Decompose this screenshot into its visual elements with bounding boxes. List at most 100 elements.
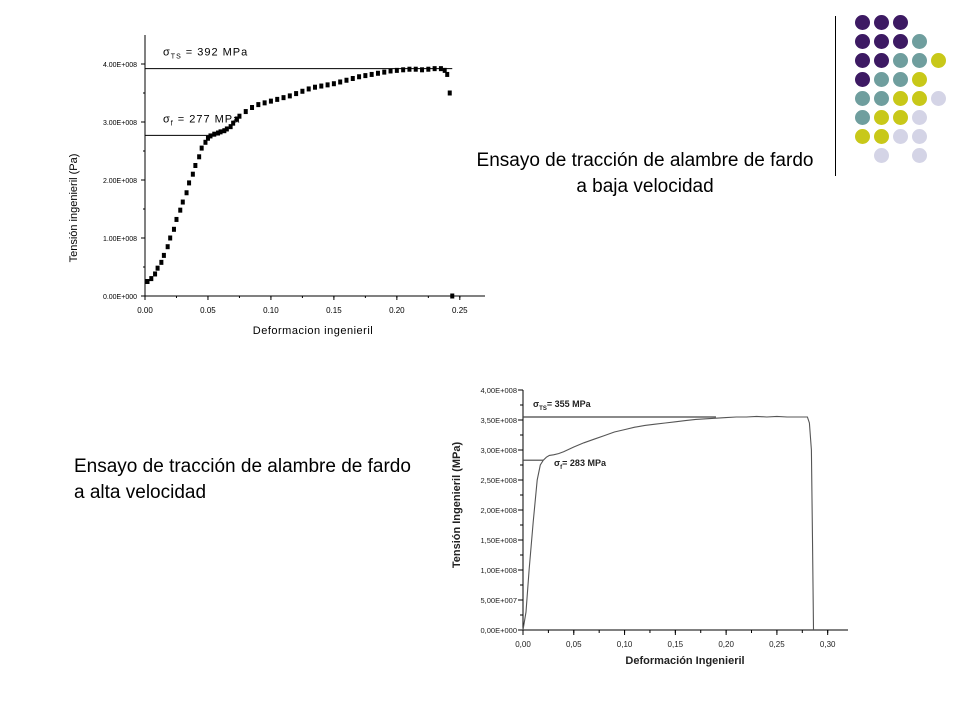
low-speed-x-tick-label: 0.25 — [452, 306, 468, 315]
decorative-dot — [874, 34, 889, 49]
low-speed-data-point — [228, 124, 233, 130]
low-speed-x-tick-label: 0.20 — [389, 306, 405, 315]
low-speed-data-point — [218, 129, 223, 135]
high-speed-x-tick-label: 0,15 — [668, 640, 684, 649]
low-speed-data-point — [420, 67, 425, 73]
low-speed-data-point — [445, 71, 450, 77]
decorative-dot — [912, 91, 927, 106]
low-speed-x-axis-label: Deformacion ingenieril — [253, 325, 373, 337]
low-speed-data-point — [325, 82, 330, 88]
low-speed-data-point — [447, 90, 452, 96]
low-speed-axes: 0.00 0.05 0.10 0.15 0.20 0.25 0.00E+000 1.00E+0… — [103, 35, 485, 315]
low-speed-points — [145, 66, 455, 299]
low-speed-y-tick-label: 3.00E+008 — [103, 120, 137, 127]
low-speed-annotation-label: σf = 277 MPa — [163, 113, 240, 127]
decorative-dot — [893, 72, 908, 87]
high-speed-y-axis-label: Tensión Ingenieril (MPa) — [451, 442, 463, 569]
decorative-dot — [855, 110, 870, 125]
low-speed-data-point — [205, 135, 210, 141]
low-speed-caption: Ensayo de tracción de alambre de fardo a… — [476, 150, 814, 197]
low-speed-x-tick-label: 0.05 — [200, 306, 216, 315]
low-speed-data-point — [190, 171, 195, 177]
high-speed-x-tick-label: 0,25 — [769, 640, 785, 649]
low-speed-data-point — [237, 113, 242, 119]
decorative-dot — [893, 53, 908, 68]
low-speed-data-point — [159, 259, 164, 265]
low-speed-data-point — [294, 91, 299, 97]
high-speed-y-tick-label: 5,00E+007 — [481, 596, 518, 605]
low-speed-data-point — [350, 76, 355, 81]
low-speed-data-point — [275, 96, 280, 102]
decorative-dot — [893, 91, 908, 106]
low-speed-data-point — [375, 70, 380, 76]
high-speed-x-axis-label: Deformación Ingenieril — [625, 655, 744, 667]
decorative-dot — [912, 72, 927, 87]
high-speed-line — [522, 415, 815, 631]
low-speed-x-tick-label: 0.00 — [137, 306, 153, 315]
decorative-dot — [874, 53, 889, 68]
high-speed-series-line — [522, 415, 815, 631]
high-speed-annotation-label: σTS= 355 MPa — [533, 399, 592, 412]
low-speed-y-tick-label: 0.00E+000 — [103, 294, 137, 301]
low-speed-data-point — [300, 88, 305, 94]
low-speed-data-point — [407, 66, 412, 72]
decorative-dot — [874, 15, 889, 30]
high-speed-x-tick-label: 0,10 — [617, 640, 633, 649]
low-speed-data-point — [178, 207, 183, 213]
low-speed-data-point — [250, 105, 255, 110]
low-speed-data-point — [394, 67, 399, 73]
decorative-dot — [931, 53, 946, 68]
high-speed-annotations: σTS= 355 MPa σf= 283 MPa — [523, 399, 716, 471]
low-speed-y-tick-label: 1.00E+008 — [103, 236, 137, 243]
low-speed-data-point — [234, 116, 239, 122]
low-speed-data-point — [199, 145, 204, 151]
low-speed-data-point — [145, 279, 150, 284]
high-speed-y-tick-label: 3,50E+008 — [481, 416, 518, 425]
low-speed-data-point — [388, 68, 393, 74]
low-speed-data-point — [357, 74, 362, 80]
decorative-dot — [874, 91, 889, 106]
decorative-dot — [874, 148, 889, 163]
low-speed-data-point — [197, 154, 202, 160]
low-speed-x-tick-label: 0.15 — [326, 306, 342, 315]
low-speed-data-point — [287, 93, 292, 99]
decorative-dot — [874, 129, 889, 144]
low-speed-data-point — [319, 83, 324, 89]
low-speed-data-point — [203, 139, 208, 145]
low-speed-data-point — [306, 86, 311, 92]
low-speed-y-axis-label: Tensión ingenieril (Pa) — [68, 154, 80, 263]
low-speed-annotation-label: σTS = 392 MPa — [163, 47, 248, 61]
low-speed-data-point — [363, 73, 368, 79]
low-speed-data-point — [338, 79, 343, 85]
low-speed-data-point — [216, 130, 221, 136]
low-speed-data-point — [193, 163, 198, 168]
low-speed-data-point — [413, 66, 418, 72]
low-speed-data-point — [212, 131, 217, 137]
decorative-divider-line — [835, 16, 836, 176]
decorative-dot — [893, 110, 908, 125]
low-speed-data-point — [149, 276, 154, 282]
low-speed-data-point — [281, 95, 286, 101]
decorative-dot — [855, 91, 870, 106]
low-speed-data-point — [432, 66, 437, 72]
decorative-dot — [874, 110, 889, 125]
low-speed-data-point — [243, 109, 248, 115]
decorative-dot — [855, 15, 870, 30]
decorative-dot — [855, 72, 870, 87]
decorative-dot — [893, 129, 908, 144]
low-speed-data-point — [262, 100, 267, 106]
high-speed-y-tick-label: 2,50E+008 — [481, 476, 518, 485]
high-speed-x-tick-label: 0,00 — [515, 640, 531, 649]
low-speed-y-tick-label: 2.00E+008 — [103, 178, 137, 185]
high-speed-y-tick-label: 4,00E+008 — [481, 386, 518, 395]
high-speed-annotation-label: σf= 283 MPa — [554, 458, 607, 471]
high-speed-x-tick-label: 0,05 — [566, 640, 582, 649]
decorative-dot — [931, 91, 946, 106]
decorative-dot — [912, 110, 927, 125]
low-speed-data-point — [313, 84, 317, 90]
low-speed-data-point — [401, 67, 406, 73]
low-speed-data-point — [208, 133, 213, 139]
low-speed-data-point — [442, 67, 447, 73]
low-speed-data-point — [180, 199, 185, 205]
low-speed-data-point — [171, 226, 176, 232]
